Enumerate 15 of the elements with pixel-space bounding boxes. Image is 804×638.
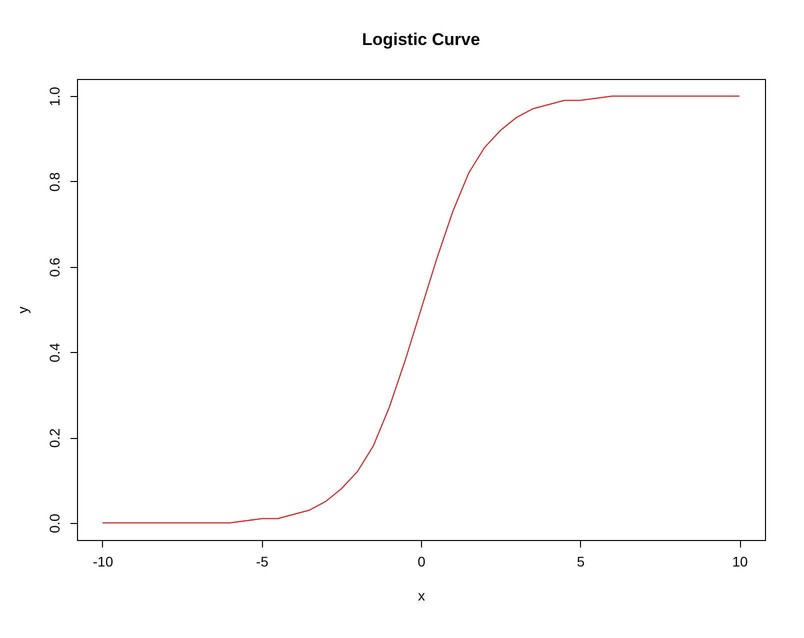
x-tick-label: 10 [732,554,748,570]
x-tick-label: 0 [418,554,426,570]
x-tick-label: -5 [256,554,269,570]
line-series [102,96,740,524]
y-tick-label: 0.6 [46,257,62,278]
x-axis-title: x [418,588,425,604]
chart-title: Logistic Curve [362,30,480,49]
y-tick-label: 0.0 [46,513,62,534]
x-tick-label: -10 [92,554,114,570]
y-tick-label: 0.4 [46,342,62,362]
y-axis-title: y [14,306,30,314]
y-tick-label: 0.8 [46,172,62,192]
y-tick-label: 0.2 [46,428,62,448]
x-tick-label: 5 [576,554,585,570]
y-tick-label: 1.0 [46,86,62,106]
